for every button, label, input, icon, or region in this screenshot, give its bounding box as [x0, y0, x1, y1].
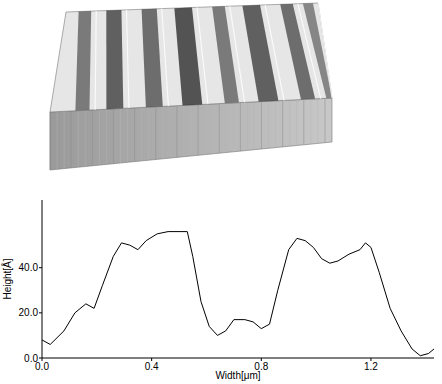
x-tick-label: 0.0	[35, 361, 49, 372]
block-texture	[78, 111, 79, 168]
surface-highlight	[230, 6, 245, 102]
surface-stripe	[106, 10, 123, 109]
block-texture	[127, 108, 128, 162]
surface-highlight	[318, 3, 332, 98]
block-texture	[254, 102, 255, 150]
x-tick-label: 1.2	[364, 361, 378, 372]
block-texture	[233, 103, 234, 152]
block-texture	[120, 109, 121, 164]
block-texture	[71, 111, 72, 168]
block-texture	[64, 111, 65, 168]
block-texture	[282, 100, 283, 146]
y-tick	[39, 267, 42, 268]
block-texture	[289, 100, 290, 146]
block-texture	[198, 105, 199, 156]
y-tick	[39, 312, 42, 313]
surface-highlight	[162, 9, 169, 107]
block-texture	[317, 99, 318, 144]
block-texture	[183, 105, 184, 156]
block-texture	[219, 104, 220, 154]
block-texture	[247, 102, 248, 150]
block-texture	[268, 101, 269, 148]
figure: 0.020.040.00.00.40.81.2Width[μm]Height[Å…	[0, 0, 442, 384]
block-texture	[99, 110, 100, 166]
block-texture	[162, 106, 163, 158]
block-texture	[148, 107, 149, 160]
block-texture	[310, 99, 311, 144]
y-tick-label: 20.0	[19, 307, 39, 318]
plot-area	[42, 232, 434, 356]
surface-highlight	[95, 11, 96, 110]
y-tick-label: 40.0	[19, 262, 39, 273]
y-axis	[42, 200, 43, 358]
block-texture	[303, 99, 304, 144]
block-texture	[50, 112, 51, 170]
x-axis-title: Width[μm]	[215, 370, 260, 381]
block-texture	[176, 106, 177, 158]
block-texture	[134, 108, 135, 162]
block-texture	[324, 98, 325, 142]
block-texture	[106, 109, 107, 164]
block-texture	[92, 110, 93, 166]
surface-stripe	[142, 9, 163, 107]
block-texture	[57, 112, 58, 170]
surface-highlight	[265, 5, 284, 100]
profile-line	[42, 232, 434, 356]
x-axis	[42, 358, 434, 359]
block-texture	[205, 104, 206, 154]
surface-3d	[50, 3, 332, 170]
y-axis-title: Height[Å]	[1, 258, 13, 299]
surface-stripe	[75, 11, 91, 111]
block-texture	[275, 101, 276, 148]
block-texture	[212, 104, 213, 154]
block-texture	[191, 105, 192, 156]
block-texture	[240, 103, 241, 152]
surface-highlight	[126, 10, 128, 108]
block-texture	[155, 107, 156, 160]
block-texture	[296, 100, 297, 146]
block-texture	[141, 107, 142, 160]
block-texture	[261, 102, 262, 150]
surface-stripe	[174, 8, 202, 106]
block-texture	[85, 110, 86, 166]
block-texture	[113, 109, 114, 164]
surface-stripe	[212, 6, 239, 103]
surface-stripe	[242, 5, 278, 102]
block-texture	[169, 106, 170, 158]
block-texture	[226, 103, 227, 152]
block-top	[50, 3, 332, 112]
surface-highlight	[197, 7, 208, 104]
surface-stripe	[303, 3, 332, 98]
x-tick-label: 0.4	[145, 361, 159, 372]
axes: 0.020.040.00.00.40.81.2	[19, 200, 434, 372]
